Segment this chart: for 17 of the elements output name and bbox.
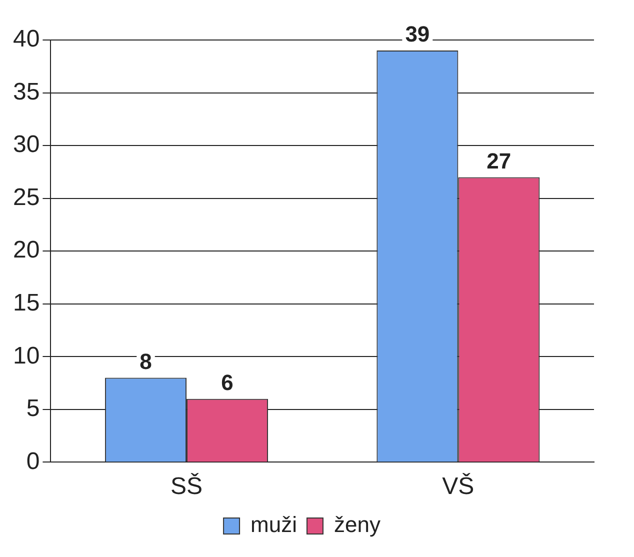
y-tick-label: 5 bbox=[26, 395, 40, 422]
y-tick-label: 20 bbox=[12, 236, 40, 264]
data-label: 39 bbox=[405, 22, 430, 47]
y-tick-label: 10 bbox=[12, 342, 40, 370]
legend-label: ženy bbox=[334, 512, 380, 538]
legend-label: muži bbox=[250, 512, 297, 538]
y-tick-label: 15 bbox=[12, 290, 40, 316]
data-label: 6 bbox=[221, 370, 234, 395]
data-label: 8 bbox=[140, 348, 152, 374]
x-tick-label: SŠ bbox=[170, 473, 203, 500]
y-tick-label: 25 bbox=[12, 184, 40, 211]
y-tick-label: 40 bbox=[12, 26, 40, 53]
y-tick-label: 35 bbox=[12, 78, 40, 106]
x-tick-label: VŠ bbox=[442, 473, 474, 500]
y-tick-label: 0 bbox=[26, 448, 40, 475]
y-tick-label: 30 bbox=[12, 131, 40, 158]
data-label: 27 bbox=[486, 148, 512, 174]
